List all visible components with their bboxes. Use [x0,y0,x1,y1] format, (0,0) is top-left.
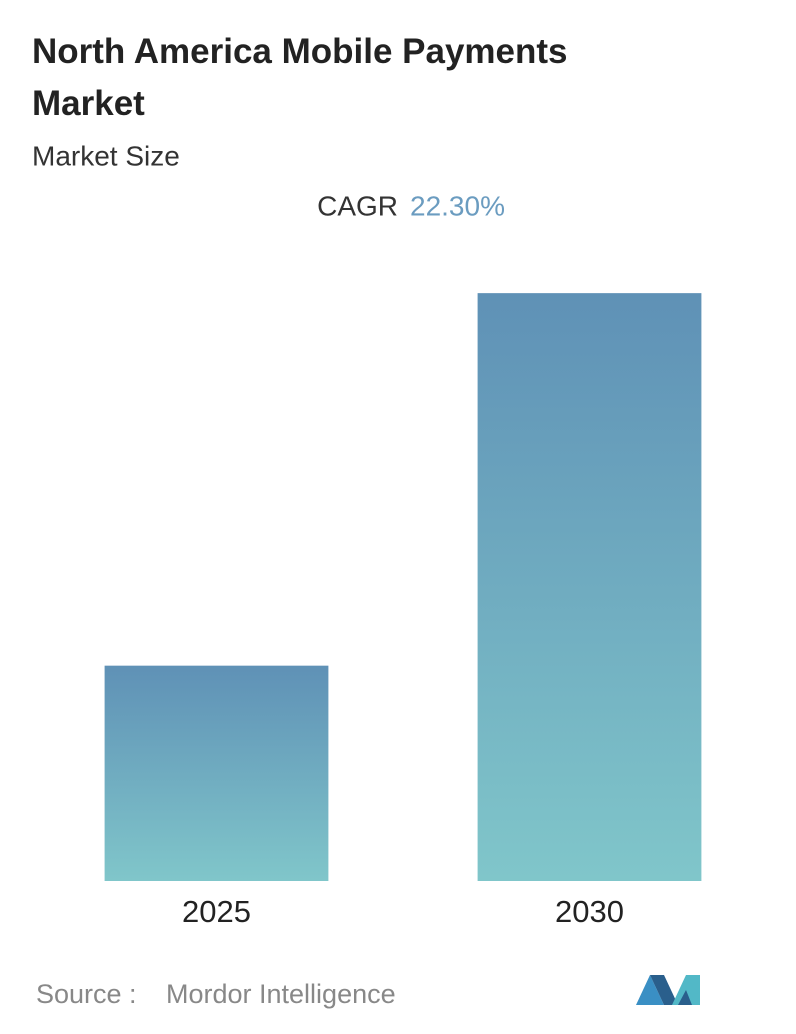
bar [477,293,702,881]
x-tick-label: 2030 [555,894,624,929]
logo [636,975,700,1005]
bar [104,665,329,881]
chart-subtitle: Market Size [32,140,180,171]
source-label: Source : [36,979,137,1009]
chart-title: North America Mobile Payments Market [32,32,568,123]
cagr-label: CAGR [317,190,398,221]
x-tick-label: 2025 [182,894,251,929]
cagr-value: 22.30% [410,190,505,221]
source: Mordor Intelligence [166,979,396,1009]
